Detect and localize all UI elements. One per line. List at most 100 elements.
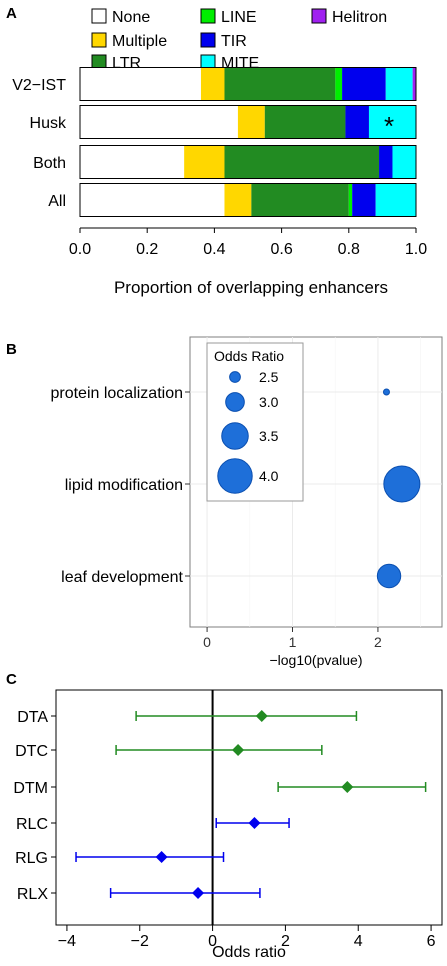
legend-swatch-none <box>91 8 107 24</box>
legend-label-line: LINE <box>221 9 257 26</box>
bar-segment-multiple <box>237 105 265 139</box>
bar-segment-none <box>80 105 238 139</box>
legend-label-none: None <box>112 9 150 26</box>
bar-x-tick-label: 0.4 <box>203 241 225 258</box>
odds-ratio-legend-key <box>229 371 241 383</box>
bar-segment-ltr <box>224 67 336 101</box>
bar-segment-mite <box>385 67 413 101</box>
bar-segment-tir <box>345 105 369 139</box>
bubble-chart: Odds Ratio 2.5 3.0 3.5 4.0 protein localizat… <box>50 336 443 668</box>
bubble-x-tick-label: 1 <box>289 634 297 650</box>
estimate-diamond <box>341 781 354 793</box>
bubble-category-label: lipid modification <box>65 477 183 494</box>
legend-swatch-tir <box>200 32 216 48</box>
bar-x-axis-label: Proportion of overlapping enhancers <box>114 278 388 297</box>
odds-ratio-legend-key <box>217 458 253 494</box>
odds-ratio-legend-key <box>221 422 249 450</box>
forest-category-label: RLX <box>17 886 48 903</box>
forest-category-label: DTC <box>15 743 48 760</box>
bar-segment-ltr <box>251 183 349 217</box>
legend-label-helitron: Helitron <box>332 9 387 26</box>
forest-x-tick-label: −4 <box>58 933 76 950</box>
bar-segment-tir <box>352 183 376 217</box>
bar-category-label: Both <box>33 155 66 172</box>
bar-plot-area: V2−IST Husk Both All * <box>12 67 417 217</box>
bar-segment-mite <box>375 183 416 217</box>
bubble-point <box>382 388 390 396</box>
estimate-diamond <box>248 817 261 829</box>
estimate-diamond <box>232 744 245 756</box>
forest-plot-area <box>75 690 427 925</box>
bar-segment-mite <box>368 105 416 139</box>
forest-x-tick-label: 0 <box>208 933 217 950</box>
bubble-category-label: protein localization <box>50 385 183 402</box>
bar-x-tick-label: 0.8 <box>338 241 360 258</box>
bar-segment-helitron <box>412 67 416 101</box>
bar-segment-none <box>80 183 225 217</box>
bar-outline <box>79 105 417 139</box>
bar-segment-multiple <box>184 145 225 179</box>
estimate-diamond <box>255 710 268 722</box>
bubble-category-label: leaf development <box>61 569 183 586</box>
significance-star: * <box>384 111 394 141</box>
odds-ratio-legend: Odds Ratio 2.5 3.0 3.5 4.0 <box>206 342 304 502</box>
bubble-points <box>376 388 421 589</box>
legend-swatch-ltr <box>91 54 107 70</box>
panel-label-a: A <box>6 5 17 22</box>
bar-x-axis: 0.0 0.2 0.4 0.6 0.8 1.0 <box>69 227 427 258</box>
estimate-diamond <box>192 887 205 899</box>
forest-axes: DTA DTC DTM RLC RLG RLX −4 −2 0 2 4 6 <box>13 709 435 950</box>
bar-outline <box>79 145 417 179</box>
panel-label-b: B <box>6 341 17 358</box>
forest-x-axis-label: Odds ratio <box>212 944 286 961</box>
legend-swatch-line <box>200 8 216 24</box>
bubble-axes: protein localization lipid modification le… <box>50 385 382 650</box>
forest-x-tick-label: −2 <box>131 933 149 950</box>
bar-outline <box>79 67 417 101</box>
odds-ratio-legend-title: Odds Ratio <box>214 348 284 364</box>
forest-x-tick-label: 2 <box>281 933 290 950</box>
bar-segment-line <box>348 183 353 217</box>
bar-segment-ltr <box>224 145 380 179</box>
forest-category-label: DTM <box>13 780 48 797</box>
odds-ratio-legend-label: 2.5 <box>259 369 279 385</box>
bar-x-tick-label: 0.0 <box>69 241 91 258</box>
bar-category-label: All <box>48 193 66 210</box>
bar-segment-line <box>335 67 343 101</box>
forest-x-tick-label: 4 <box>354 933 363 950</box>
bar-x-tick-label: 0.2 <box>136 241 158 258</box>
bubble-x-tick-label: 2 <box>374 634 382 650</box>
forest-plot: DTA DTC DTM RLC RLG RLX −4 −2 0 2 4 6 Odds ratio <box>13 689 443 961</box>
bar-category-label: Husk <box>30 115 67 132</box>
bar-outline <box>79 183 417 217</box>
forest-x-tick-label: 6 <box>427 933 436 950</box>
forest-category-label: RLC <box>16 816 48 833</box>
odds-ratio-legend-label: 3.0 <box>259 394 279 410</box>
legend-label-tir: TIR <box>221 33 247 50</box>
forest-plot-frame <box>55 689 443 926</box>
bar-x-tick-label: 0.6 <box>270 241 292 258</box>
bar-segment-mite <box>392 145 416 179</box>
odds-ratio-legend-key <box>225 392 245 412</box>
bubble-point <box>376 563 402 589</box>
estimate-diamond <box>155 851 168 863</box>
bar-x-tick-label: 1.0 <box>405 241 427 258</box>
forest-category-label: RLG <box>15 850 48 867</box>
bar-segment-ltr <box>264 105 346 139</box>
legend-swatch-multiple <box>91 32 107 48</box>
legend-label-multiple: Multiple <box>112 33 167 50</box>
bar-segment-none <box>80 67 201 101</box>
bubble-x-axis-label: −log10(pvalue) <box>269 652 362 668</box>
bar-segment-none <box>80 145 185 179</box>
legend-swatch-mite <box>200 54 216 70</box>
bar-segment-multiple <box>200 67 225 101</box>
odds-ratio-legend-label: 3.5 <box>259 428 279 444</box>
bubble-x-tick-label: 0 <box>203 634 211 650</box>
bar-category-label: V2−IST <box>12 77 66 94</box>
bar-segment-multiple <box>224 183 252 217</box>
panel-label-c: C <box>6 671 17 688</box>
odds-ratio-legend-label: 4.0 <box>259 468 279 484</box>
bubble-point <box>383 465 421 503</box>
